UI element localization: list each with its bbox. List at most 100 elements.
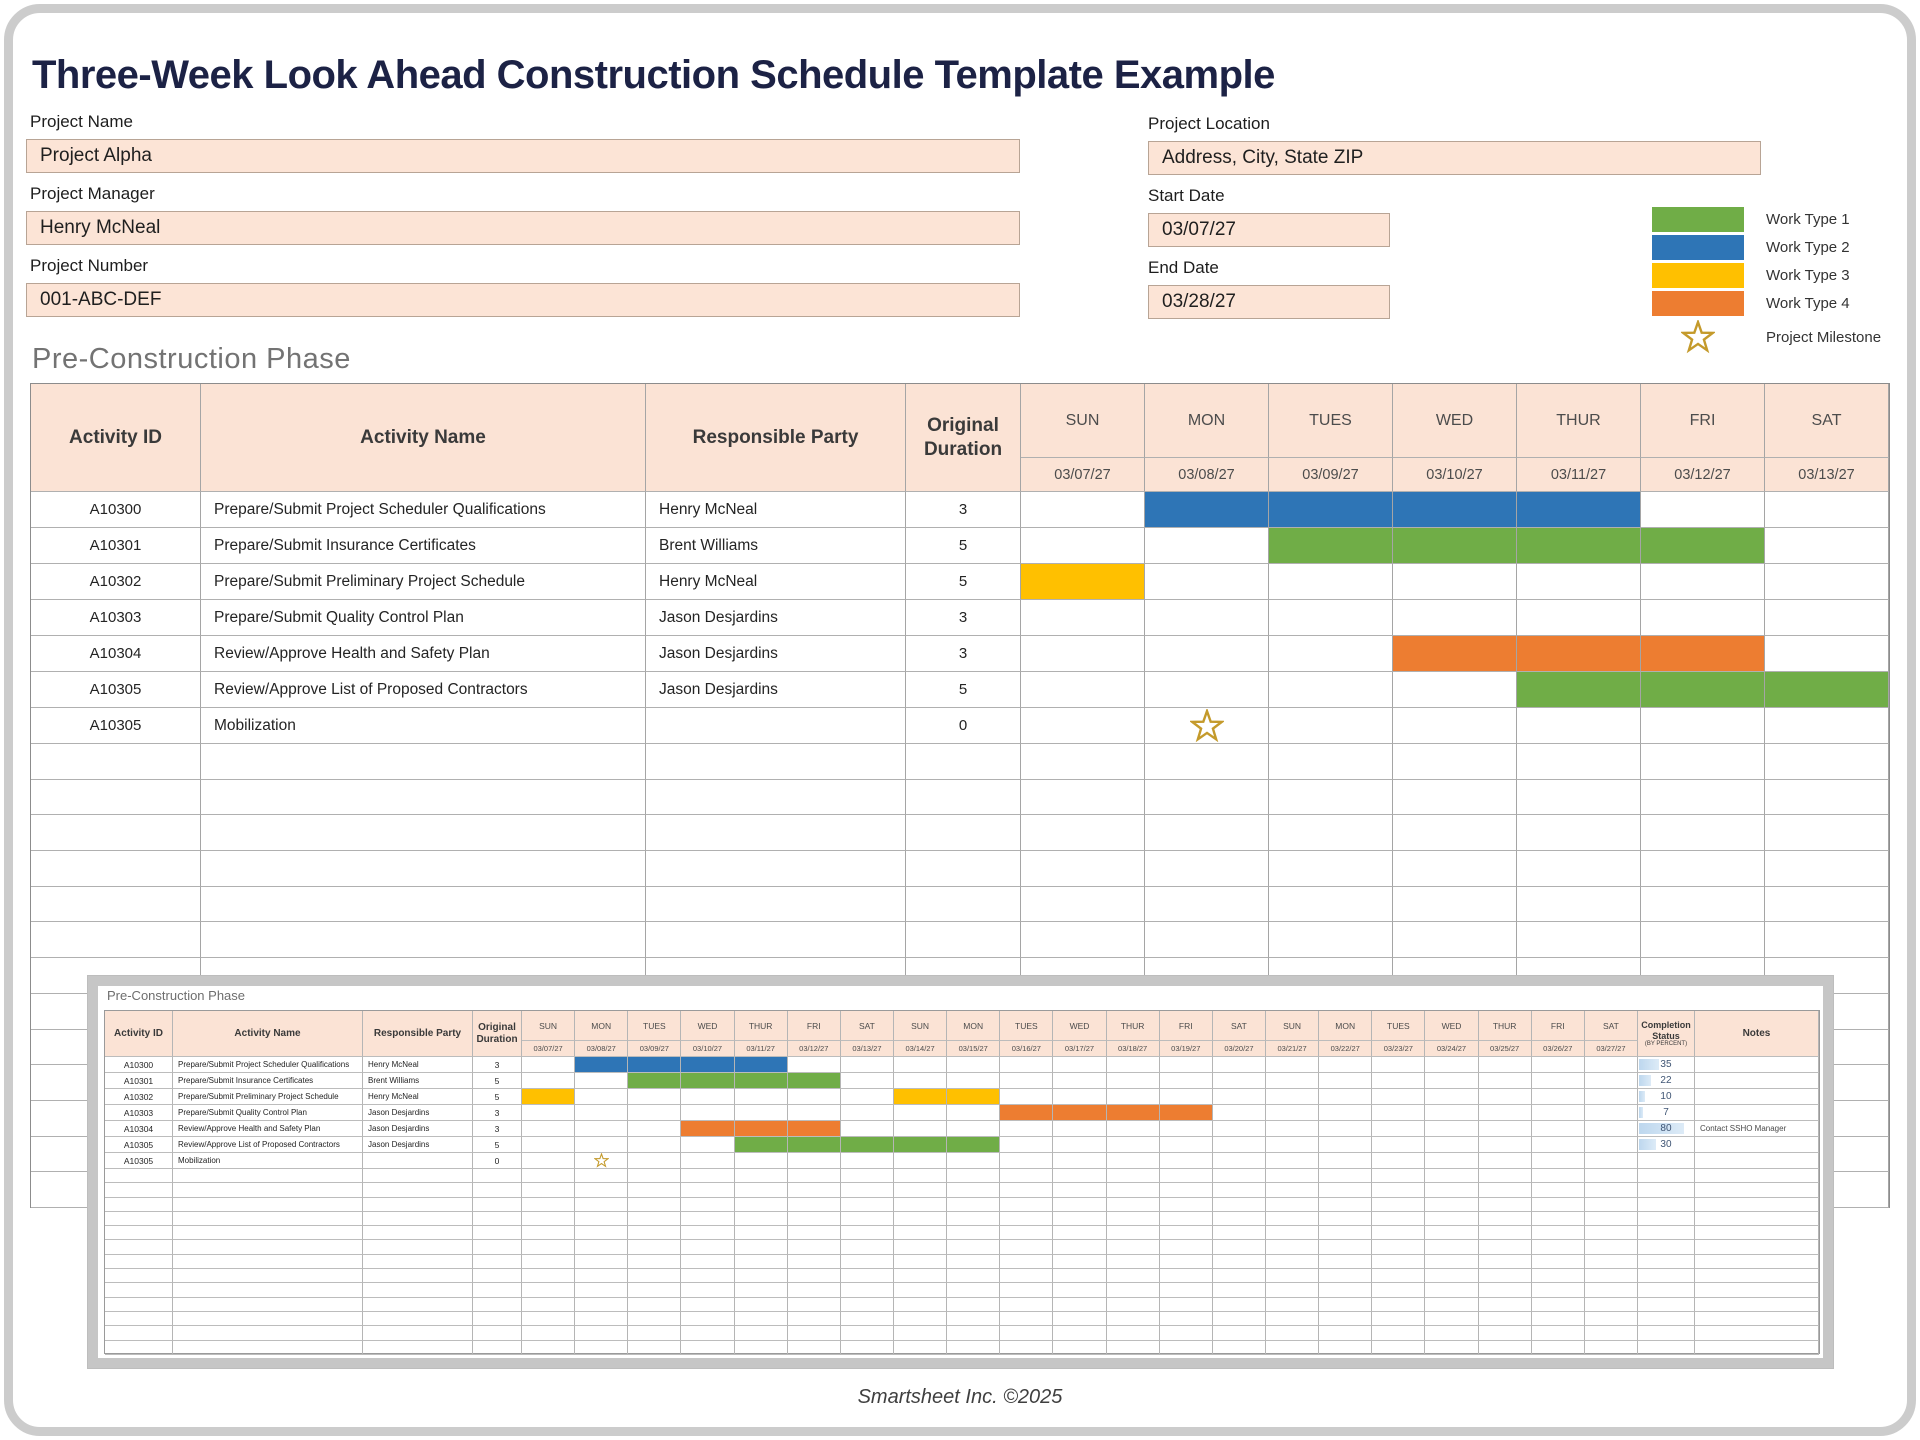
gantt-cell[interactable] [1372,1137,1426,1153]
empty-cell[interactable] [840,1283,894,1298]
empty-cell[interactable] [1641,815,1765,852]
empty-cell[interactable] [681,1340,735,1355]
project-name-field[interactable]: Project Alpha [26,139,1020,173]
gantt-cell[interactable] [1212,1057,1266,1073]
gantt-cell[interactable] [1269,600,1393,636]
empty-cell[interactable] [1319,1340,1373,1355]
gantt-cell[interactable] [1159,1153,1213,1169]
gantt-cell[interactable] [681,1105,735,1121]
empty-cell[interactable] [1021,779,1145,816]
empty-cell[interactable] [31,744,201,780]
empty-cell[interactable] [1478,1254,1532,1270]
empty-cell[interactable] [1000,1340,1054,1355]
empty-cell[interactable] [734,1340,788,1355]
empty-cell[interactable] [1106,1326,1160,1341]
empty-cell[interactable] [1106,1226,1160,1241]
empty-cell[interactable] [1265,1183,1320,1198]
gantt-bar[interactable] [1393,636,1517,672]
empty-cell[interactable] [1269,851,1393,887]
empty-cell[interactable] [575,1283,629,1298]
activity-id-cell[interactable]: A10300 [31,492,201,528]
empty-cell[interactable] [1765,851,1889,887]
gantt-cell[interactable] [1319,1073,1373,1089]
empty-cell[interactable] [1265,1211,1320,1227]
gantt-bar[interactable] [1393,528,1517,564]
empty-cell[interactable] [628,1183,682,1198]
gantt-cell[interactable] [1106,1057,1160,1073]
activity-name-cell[interactable]: Prepare/Submit Quality Control Plan [173,1105,363,1121]
gantt-cell[interactable] [893,1121,948,1137]
gantt-cell[interactable] [1641,708,1765,744]
gantt-cell[interactable] [1531,1073,1585,1089]
gantt-cell[interactable] [1269,708,1393,744]
empty-cell[interactable] [947,1211,1001,1227]
empty-cell[interactable] [1584,1283,1638,1298]
responsible-party-cell[interactable]: Brent Williams [363,1073,473,1089]
empty-cell[interactable] [1212,1226,1266,1241]
empty-cell[interactable] [787,1254,841,1270]
empty-cell[interactable] [363,1311,473,1327]
empty-cell[interactable] [787,1283,841,1298]
gantt-cell[interactable] [734,1089,788,1105]
empty-cell[interactable] [1159,1269,1213,1284]
gantt-cell[interactable] [1269,636,1393,672]
activity-id-cell[interactable]: A10305 [105,1137,173,1153]
project-number-field[interactable]: 001-ABC-DEF [26,283,1020,317]
empty-cell[interactable] [893,1240,948,1255]
empty-cell[interactable] [1694,1269,1819,1284]
empty-cell[interactable] [893,1183,948,1198]
duration-cell[interactable]: 5 [473,1137,522,1153]
empty-cell[interactable] [1000,1240,1054,1255]
empty-cell[interactable] [1319,1254,1373,1270]
notes-cell[interactable] [1694,1153,1819,1169]
empty-cell[interactable] [1694,1283,1819,1298]
gantt-cell[interactable] [840,1057,894,1073]
empty-cell[interactable] [1478,1269,1532,1284]
activity-id-cell[interactable]: A10301 [105,1073,173,1089]
empty-cell[interactable] [173,1326,363,1341]
gantt-cell[interactable] [1269,672,1393,708]
empty-cell[interactable] [1765,779,1889,816]
activity-id-cell[interactable]: A10303 [105,1105,173,1121]
responsible-party-cell[interactable]: Henry McNeal [363,1057,473,1073]
notes-cell[interactable] [1694,1073,1819,1089]
empty-cell[interactable] [1021,744,1145,780]
duration-cell[interactable]: 5 [906,528,1021,564]
empty-cell[interactable] [947,1340,1001,1355]
gantt-cell[interactable] [1478,1137,1532,1153]
gantt-cell[interactable] [787,1089,841,1105]
empty-cell[interactable] [1425,1311,1479,1327]
empty-cell[interactable] [363,1297,473,1312]
empty-cell[interactable] [473,1183,522,1198]
gantt-cell[interactable] [1765,492,1889,528]
empty-cell[interactable] [1212,1169,1266,1184]
empty-cell[interactable] [1265,1269,1320,1284]
empty-cell[interactable] [1053,1254,1107,1270]
gantt-cell[interactable] [1584,1089,1638,1105]
empty-cell[interactable] [947,1326,1001,1341]
empty-cell[interactable] [1584,1254,1638,1270]
empty-cell[interactable] [787,1326,841,1341]
gantt-cell[interactable] [1319,1137,1373,1153]
empty-cell[interactable] [1212,1197,1266,1212]
gantt-cell[interactable] [1478,1057,1532,1073]
activity-name-cell[interactable]: Review/Approve Health and Safety Plan [201,636,646,672]
empty-cell[interactable] [893,1340,948,1355]
empty-cell[interactable] [1393,886,1517,923]
gantt-cell[interactable] [1765,636,1889,672]
empty-cell[interactable] [1159,1326,1213,1341]
empty-cell[interactable] [1145,815,1269,852]
empty-cell[interactable] [893,1226,948,1241]
empty-cell[interactable] [906,886,1021,923]
empty-cell[interactable] [1159,1183,1213,1198]
empty-cell[interactable] [1372,1211,1426,1227]
gantt-cell[interactable] [1265,1073,1320,1089]
empty-cell[interactable] [947,1169,1001,1184]
empty-cell[interactable] [681,1254,735,1270]
empty-cell[interactable] [787,1211,841,1227]
gantt-cell[interactable] [1425,1121,1479,1137]
empty-cell[interactable] [363,1169,473,1184]
empty-cell[interactable] [201,851,646,887]
gantt-cell[interactable] [681,1089,735,1105]
gantt-cell[interactable] [575,1073,629,1089]
